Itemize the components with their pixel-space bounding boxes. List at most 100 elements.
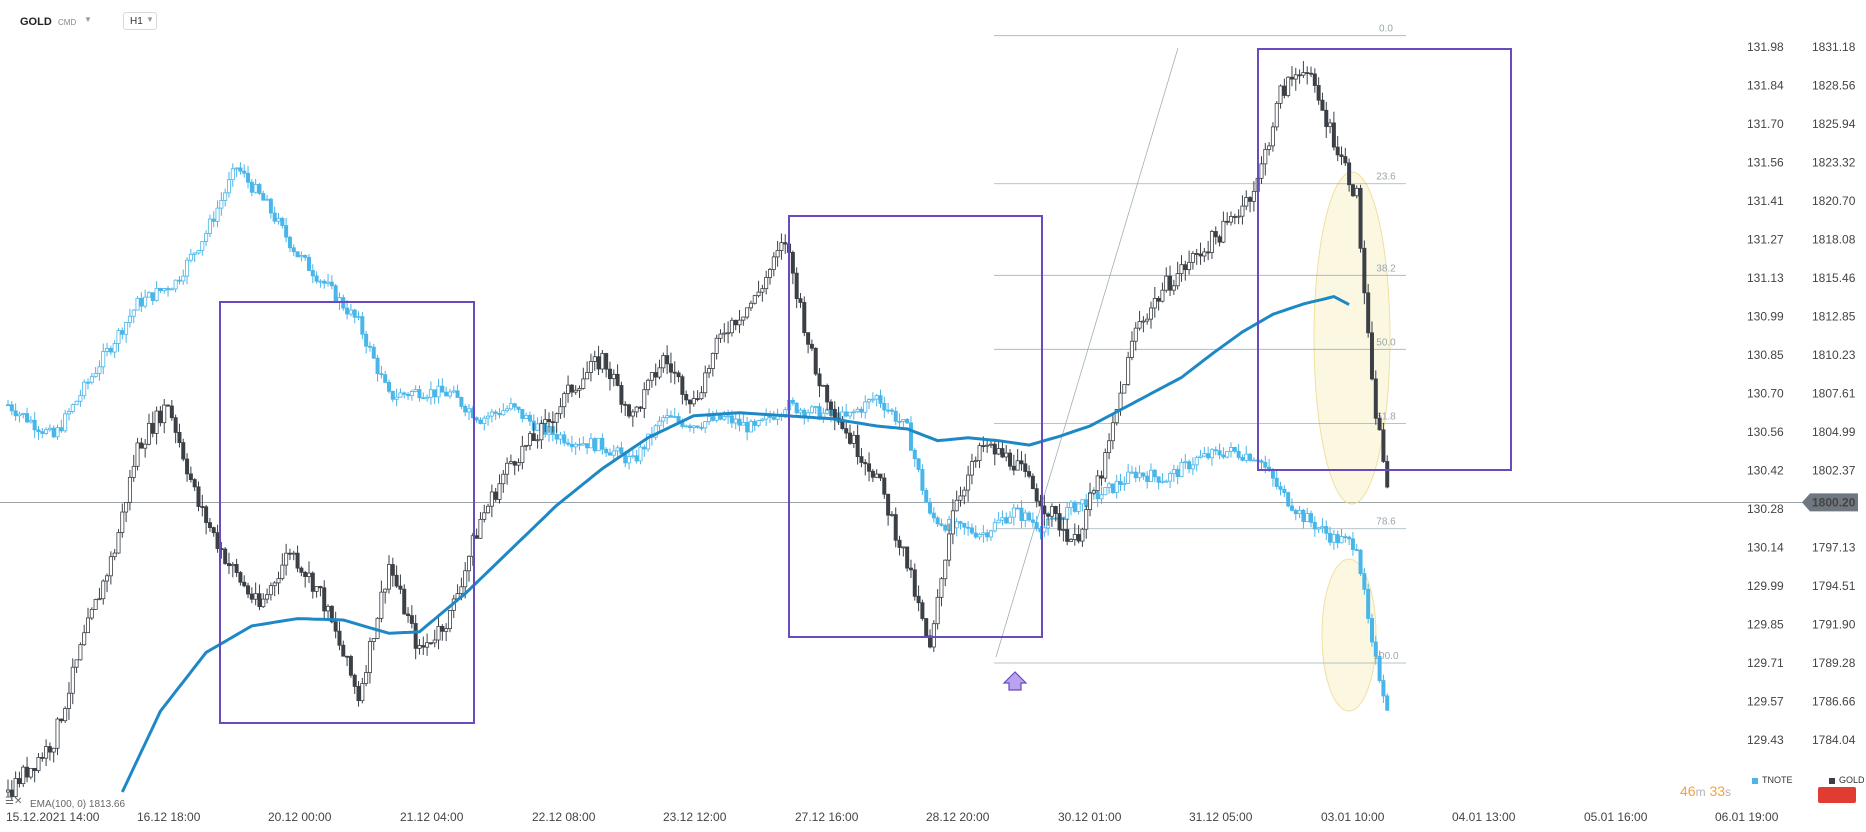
gold-candle xyxy=(1248,197,1253,202)
tnote-candle xyxy=(181,275,186,282)
gold-candle xyxy=(893,514,898,541)
x-axis-tick-label: 23.12 12:00 xyxy=(663,810,727,824)
gold-candle xyxy=(1164,275,1169,291)
symbol-label[interactable]: GOLD xyxy=(20,16,52,28)
tnote-candle xyxy=(447,391,452,397)
x-axis-tick-label: 15.12.2021 14:00 xyxy=(6,810,100,824)
gold-candle xyxy=(413,623,418,649)
indicator-settings-icon[interactable]: ☰✕ xyxy=(5,796,23,807)
gold-candle xyxy=(166,404,171,407)
gold-candle xyxy=(1107,440,1112,453)
tnote-candle xyxy=(520,409,525,419)
gold-candle xyxy=(604,353,609,370)
tnote-candle xyxy=(348,309,353,315)
tnote-candle xyxy=(28,419,33,423)
tnote-candle xyxy=(318,280,323,283)
tnote-candle xyxy=(124,322,129,335)
tnote-candle xyxy=(204,233,209,242)
tnote-candle xyxy=(771,416,776,420)
tnote-candle xyxy=(261,193,266,201)
tnote-candle xyxy=(421,397,426,400)
gold-candle xyxy=(558,406,563,415)
legend-gold: GOLD xyxy=(1829,775,1865,785)
tnote-candle xyxy=(1362,573,1367,590)
gold-candle xyxy=(600,353,605,370)
gold-candle xyxy=(215,532,220,549)
countdown-minutes-unit: m xyxy=(1695,785,1706,799)
gold-candle xyxy=(234,564,239,573)
gold-candle xyxy=(668,363,673,373)
tnote-candle xyxy=(752,421,757,426)
gold-candle xyxy=(1358,187,1363,249)
gold-candle xyxy=(1217,236,1222,243)
tnote-candle xyxy=(676,416,681,422)
gold-candle xyxy=(265,594,270,600)
left-axis-tick-label: 130.14 xyxy=(1747,541,1784,555)
gold-candle xyxy=(935,596,940,625)
tnote-candle xyxy=(489,411,494,417)
gold-candle xyxy=(1072,534,1077,540)
gold-candle xyxy=(566,384,571,394)
gold-candle xyxy=(1190,253,1195,263)
gold-candle xyxy=(832,408,837,419)
right-axis-tick-label: 1807.61 xyxy=(1812,387,1856,401)
gold-candle xyxy=(1088,492,1093,511)
gold-candle xyxy=(1225,220,1230,223)
gold-candle xyxy=(524,444,529,447)
fib-level-label: 100.0 xyxy=(1373,651,1398,662)
gold-candle xyxy=(177,432,182,444)
tnote-candle xyxy=(1152,469,1157,478)
gold-candle xyxy=(1084,509,1089,530)
tnote-candle xyxy=(920,469,925,491)
gold-candle xyxy=(1286,76,1291,96)
timeframe-select[interactable]: H1 ▼ xyxy=(123,12,157,30)
tnote-candle xyxy=(790,399,795,404)
gold-candle xyxy=(1312,73,1317,86)
gold-candle xyxy=(192,479,197,488)
gold-candle xyxy=(185,458,190,475)
gold-candle xyxy=(710,352,715,369)
tnote-candle xyxy=(912,449,917,460)
gold-candle xyxy=(47,746,52,753)
gold-candle xyxy=(341,644,346,657)
tnote-candle xyxy=(562,434,567,444)
tnote-candle xyxy=(1286,492,1291,507)
gold-candle xyxy=(242,581,247,587)
x-axis-tick-label: 05.01 16:00 xyxy=(1584,810,1648,824)
gold-candle xyxy=(1137,321,1142,329)
tnote-candle xyxy=(512,403,517,408)
tnote-candle xyxy=(486,415,491,419)
gold-candle xyxy=(436,625,441,641)
tnote-candle xyxy=(1065,507,1070,521)
tnote-candle xyxy=(97,366,102,374)
gold-candle xyxy=(200,506,205,508)
gold-candle xyxy=(364,672,369,684)
tnote-candle xyxy=(1225,450,1230,458)
tnote-candle xyxy=(1156,476,1161,483)
gold-candle xyxy=(306,572,311,577)
tnote-candle xyxy=(360,316,365,335)
gold-candle xyxy=(17,778,22,785)
gold-candle xyxy=(1362,247,1367,294)
gold-candle xyxy=(1068,539,1073,542)
tnote-candle xyxy=(21,413,26,415)
gold-candle xyxy=(741,316,746,321)
tnote-candle xyxy=(428,389,433,398)
alert-badge[interactable] xyxy=(1818,787,1856,803)
source-chevron-down-icon[interactable]: ▼ xyxy=(84,15,92,24)
source-label[interactable]: CMD xyxy=(58,18,77,27)
tnote-candle xyxy=(451,390,456,393)
tnote-candle xyxy=(1068,501,1073,508)
gold-candle xyxy=(371,638,376,642)
tnote-candle xyxy=(1278,486,1283,490)
left-axis-tick-label: 130.85 xyxy=(1747,348,1784,362)
tnote-candle xyxy=(1179,462,1184,477)
tnote-candle xyxy=(105,348,110,352)
tnote-candle xyxy=(1331,534,1336,543)
tnote-candle xyxy=(333,285,338,303)
gold-candle xyxy=(573,389,578,393)
current-price-badge xyxy=(1802,493,1858,512)
right-axis-tick-label: 1789.28 xyxy=(1812,656,1856,670)
tnote-candle xyxy=(238,167,243,172)
